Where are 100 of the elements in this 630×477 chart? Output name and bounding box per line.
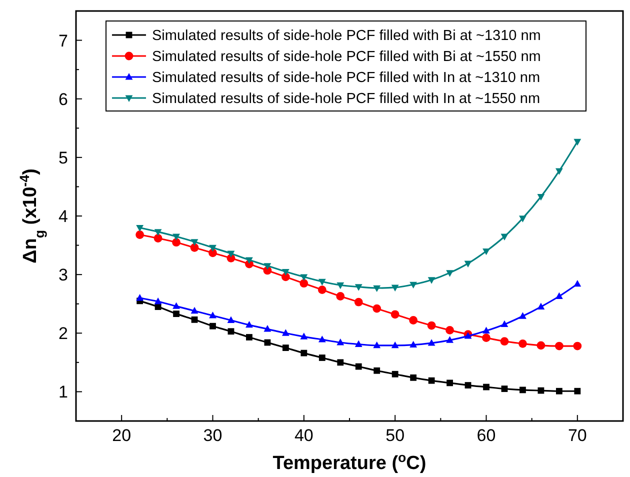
point bbox=[355, 363, 362, 370]
y-tick-label: 5 bbox=[58, 148, 68, 168]
point bbox=[391, 284, 399, 292]
legend-label: Simulated results of side-hole PCF filled with Bi at ~1550 nm bbox=[152, 49, 541, 65]
point bbox=[409, 316, 418, 324]
point bbox=[556, 388, 562, 394]
point bbox=[464, 382, 472, 388]
point bbox=[446, 380, 453, 386]
point bbox=[573, 342, 582, 350]
point bbox=[281, 272, 290, 282]
point bbox=[136, 294, 144, 301]
point bbox=[228, 328, 234, 335]
point bbox=[318, 354, 326, 361]
point bbox=[354, 298, 363, 306]
point bbox=[410, 374, 417, 381]
x-tick-label: 50 bbox=[386, 426, 405, 445]
point bbox=[501, 386, 508, 392]
x-tick-label: 70 bbox=[568, 426, 587, 445]
point bbox=[336, 282, 344, 290]
point bbox=[574, 388, 581, 394]
x-tick-label: 60 bbox=[476, 426, 496, 445]
point bbox=[227, 316, 235, 323]
point bbox=[282, 344, 289, 351]
legend-label: Simulated results of side-hole PCF filled with In at ~1550 nm bbox=[152, 91, 540, 107]
point bbox=[300, 350, 308, 356]
point bbox=[537, 302, 545, 310]
point bbox=[154, 234, 162, 242]
point bbox=[372, 304, 382, 313]
point bbox=[136, 230, 144, 239]
y-tick-label: 1 bbox=[58, 382, 68, 402]
point bbox=[172, 238, 180, 247]
point bbox=[154, 304, 162, 310]
point bbox=[537, 194, 545, 201]
point bbox=[574, 280, 582, 287]
point bbox=[374, 367, 380, 374]
point bbox=[300, 332, 308, 340]
point bbox=[190, 306, 198, 314]
point bbox=[464, 260, 472, 268]
point bbox=[190, 243, 199, 252]
x-tick-label: 20 bbox=[112, 426, 132, 445]
legend-label: Simulated results of side-hole PCF filled with In at ~1310 nm bbox=[152, 70, 540, 86]
point bbox=[428, 339, 436, 346]
point bbox=[500, 234, 508, 240]
legend-label: Simulated results of side-hole PCF filled with Bi at ~1310 nm bbox=[152, 28, 541, 44]
point bbox=[191, 316, 198, 323]
point bbox=[555, 292, 563, 299]
point bbox=[574, 138, 582, 146]
point bbox=[482, 326, 490, 334]
point bbox=[536, 341, 546, 350]
point bbox=[209, 244, 216, 252]
point bbox=[173, 310, 180, 318]
point bbox=[410, 340, 418, 348]
point bbox=[318, 278, 326, 286]
x-axis-title: Temperature ($^{o}$C) bbox=[272, 450, 426, 474]
x-tick-label: 30 bbox=[203, 426, 222, 445]
point bbox=[209, 312, 216, 318]
y-tick-label: 6 bbox=[58, 90, 68, 109]
point bbox=[519, 312, 526, 319]
point bbox=[373, 285, 381, 292]
point bbox=[482, 334, 490, 342]
point bbox=[483, 384, 490, 390]
point bbox=[336, 292, 345, 300]
point bbox=[554, 342, 564, 350]
point bbox=[154, 298, 162, 304]
point bbox=[264, 263, 272, 270]
point bbox=[246, 334, 252, 340]
point bbox=[354, 340, 362, 347]
point bbox=[410, 282, 418, 289]
point bbox=[300, 279, 308, 288]
point bbox=[172, 234, 180, 240]
point bbox=[318, 336, 326, 342]
point bbox=[482, 248, 490, 256]
point bbox=[428, 377, 435, 384]
y-tick-label: 3 bbox=[58, 266, 68, 285]
y-tick-label: 4 bbox=[58, 207, 68, 226]
point bbox=[428, 277, 436, 284]
point bbox=[373, 341, 381, 348]
point bbox=[520, 386, 526, 394]
point bbox=[154, 229, 162, 236]
point bbox=[446, 326, 454, 334]
point bbox=[391, 341, 399, 348]
point bbox=[518, 339, 527, 348]
point bbox=[446, 270, 454, 277]
point bbox=[446, 336, 454, 343]
x-tick-label: 40 bbox=[294, 426, 314, 445]
point bbox=[136, 225, 144, 232]
point bbox=[172, 302, 180, 309]
point bbox=[210, 322, 216, 330]
point bbox=[282, 329, 290, 336]
point bbox=[208, 248, 217, 258]
point bbox=[337, 359, 344, 366]
point bbox=[246, 257, 253, 264]
point bbox=[500, 337, 509, 346]
point bbox=[282, 268, 290, 276]
point bbox=[555, 168, 563, 175]
point bbox=[318, 286, 326, 294]
y-tick-label: 7 bbox=[58, 31, 68, 50]
point bbox=[264, 325, 272, 332]
point bbox=[190, 239, 198, 246]
y-tick-label: 2 bbox=[58, 324, 68, 344]
